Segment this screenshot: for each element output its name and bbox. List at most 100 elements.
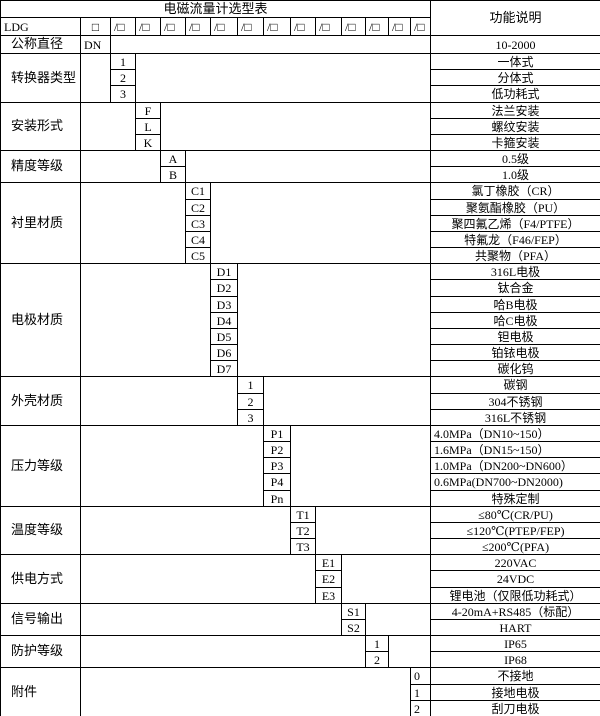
model-slot: /□ bbox=[264, 18, 291, 36]
option-code: 2 bbox=[111, 70, 136, 86]
option-code: 2 bbox=[238, 394, 264, 410]
option-desc: HART bbox=[431, 620, 600, 636]
option-code: P2 bbox=[264, 442, 291, 458]
model-code: LDG bbox=[1, 18, 81, 36]
table-title: 电磁流量计选型表 bbox=[1, 1, 431, 18]
empty-cell bbox=[342, 555, 431, 604]
empty-cell bbox=[81, 103, 136, 151]
empty-cell bbox=[81, 151, 161, 183]
model-slot: /□ bbox=[366, 18, 389, 36]
nominal-label: 公称直径 bbox=[1, 36, 81, 54]
group-label: 附件 bbox=[1, 668, 81, 716]
option-desc: 0.6MPa(DN700~DN2000) bbox=[431, 474, 600, 491]
option-code: C5 bbox=[186, 248, 211, 264]
option-desc: 低功耗式 bbox=[431, 86, 600, 103]
function-header: 功能说明 bbox=[431, 1, 600, 36]
empty-cell bbox=[264, 377, 431, 426]
option-code: 3 bbox=[238, 410, 264, 426]
option-code: 0 bbox=[411, 668, 431, 685]
option-code: P1 bbox=[264, 426, 291, 442]
model-slot: /□ bbox=[411, 18, 431, 36]
empty-cell bbox=[81, 507, 291, 555]
option-desc: 哈C电极 bbox=[431, 313, 600, 329]
option-desc: 316L电极 bbox=[431, 264, 600, 280]
option-code: 1 bbox=[411, 685, 431, 701]
option-desc: 刮刀电极 bbox=[431, 701, 600, 716]
empty-cell bbox=[81, 604, 342, 636]
option-code: D3 bbox=[211, 297, 238, 313]
group-label: 防护等级 bbox=[1, 636, 81, 668]
option-desc: 接地电极 bbox=[431, 685, 600, 701]
model-slot: /□ bbox=[291, 18, 316, 36]
model-slot: /□ bbox=[161, 18, 186, 36]
group-label: 压力等级 bbox=[1, 426, 81, 507]
empty-cell bbox=[161, 103, 431, 151]
empty-cell bbox=[81, 668, 411, 716]
nominal-code: DN bbox=[81, 36, 111, 54]
option-code: L bbox=[136, 119, 161, 135]
option-desc: 1.6MPa（DN15~150） bbox=[431, 442, 600, 458]
model-slot: /□ bbox=[389, 18, 411, 36]
group-label: 信号输出 bbox=[1, 604, 81, 636]
option-code: C3 bbox=[186, 216, 211, 232]
option-desc: ≤120℃(PTEP/FEP) bbox=[431, 523, 600, 539]
option-desc: 碳化钨 bbox=[431, 361, 600, 377]
empty-cell bbox=[81, 555, 316, 604]
empty-cell bbox=[111, 36, 431, 54]
option-code: P4 bbox=[264, 474, 291, 491]
option-code: 2 bbox=[411, 701, 431, 716]
option-code: 1 bbox=[111, 54, 136, 70]
empty-cell bbox=[81, 183, 186, 264]
option-desc: 法兰安装 bbox=[431, 103, 600, 119]
option-desc: 220VAC bbox=[431, 555, 600, 571]
nominal-desc: 10-2000 bbox=[431, 36, 600, 54]
option-desc: 共聚物（PFA） bbox=[431, 248, 600, 264]
option-code: D2 bbox=[211, 280, 238, 297]
option-code: 2 bbox=[366, 652, 389, 668]
option-desc: 4-20mA+RS485（标配） bbox=[431, 604, 600, 620]
group-label: 衬里材质 bbox=[1, 183, 81, 264]
model-slot: □ bbox=[81, 18, 111, 36]
option-desc: 24VDC bbox=[431, 571, 600, 588]
empty-cell bbox=[136, 54, 431, 103]
option-code: D1 bbox=[211, 264, 238, 280]
empty-cell bbox=[366, 604, 431, 636]
option-code: 3 bbox=[111, 86, 136, 103]
option-code: B bbox=[161, 167, 186, 183]
group-label: 温度等级 bbox=[1, 507, 81, 555]
model-slot: /□ bbox=[186, 18, 211, 36]
option-desc: 螺纹安装 bbox=[431, 119, 600, 135]
option-desc: 316L不锈钢 bbox=[431, 410, 600, 426]
option-desc: 1.0级 bbox=[431, 167, 600, 183]
empty-cell bbox=[291, 426, 431, 507]
option-desc: 特殊定制 bbox=[431, 491, 600, 507]
option-code: D7 bbox=[211, 361, 238, 377]
group-label: 外壳材质 bbox=[1, 377, 81, 426]
option-desc: 4.0MPa（DN10~150） bbox=[431, 426, 600, 442]
option-code: S1 bbox=[342, 604, 366, 620]
model-slot: /□ bbox=[111, 18, 136, 36]
option-desc: 钛合金 bbox=[431, 280, 600, 297]
option-code: C4 bbox=[186, 232, 211, 248]
option-code: Pn bbox=[264, 491, 291, 507]
option-code: E1 bbox=[316, 555, 342, 571]
option-code: C2 bbox=[186, 200, 211, 216]
model-slot: /□ bbox=[316, 18, 342, 36]
empty-cell bbox=[81, 636, 366, 668]
option-desc: 分体式 bbox=[431, 70, 600, 86]
option-code: E3 bbox=[316, 588, 342, 604]
option-code: E2 bbox=[316, 571, 342, 588]
option-desc: 铂铱电极 bbox=[431, 345, 600, 361]
option-code: D4 bbox=[211, 313, 238, 329]
option-code: C1 bbox=[186, 183, 211, 200]
option-desc: ≤200℃(PFA) bbox=[431, 539, 600, 555]
model-slot: /□ bbox=[136, 18, 161, 36]
group-label: 供电方式 bbox=[1, 555, 81, 604]
model-slot: /□ bbox=[211, 18, 238, 36]
option-desc: 0.5级 bbox=[431, 151, 600, 167]
option-desc: 聚四氟乙烯（F4/PTFE） bbox=[431, 216, 600, 232]
option-code: T3 bbox=[291, 539, 316, 555]
group-label: 电极材质 bbox=[1, 264, 81, 377]
option-code: P3 bbox=[264, 458, 291, 474]
